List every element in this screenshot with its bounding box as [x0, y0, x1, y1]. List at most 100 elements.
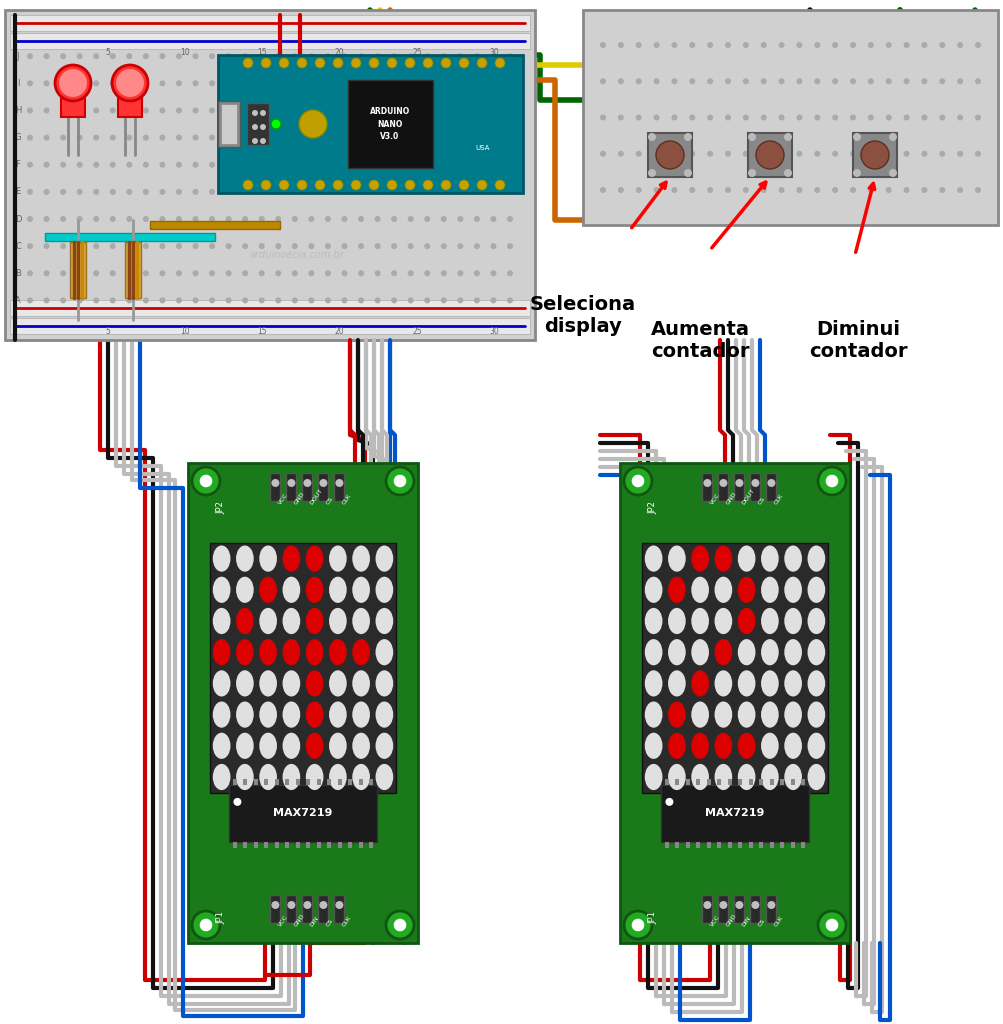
Circle shape	[341, 80, 347, 86]
Circle shape	[374, 53, 380, 59]
Circle shape	[424, 188, 430, 195]
Circle shape	[719, 479, 727, 487]
Bar	[188, 463, 417, 943]
Ellipse shape	[667, 608, 685, 634]
Circle shape	[671, 187, 677, 193]
Bar	[275, 842, 279, 848]
Circle shape	[747, 133, 755, 141]
Circle shape	[193, 134, 199, 140]
Circle shape	[813, 78, 819, 84]
Ellipse shape	[783, 701, 801, 728]
Ellipse shape	[783, 608, 801, 634]
Circle shape	[126, 53, 132, 59]
Bar	[641, 543, 827, 793]
Circle shape	[287, 479, 295, 487]
Circle shape	[116, 69, 143, 97]
Circle shape	[724, 187, 730, 193]
Circle shape	[850, 187, 856, 193]
Circle shape	[200, 919, 212, 931]
Circle shape	[374, 270, 380, 276]
Ellipse shape	[714, 764, 731, 791]
Circle shape	[939, 115, 945, 121]
Ellipse shape	[644, 764, 662, 791]
Circle shape	[43, 108, 49, 114]
Circle shape	[275, 270, 281, 276]
Text: DIN: DIN	[309, 915, 320, 928]
Circle shape	[369, 180, 378, 190]
Circle shape	[489, 53, 495, 59]
Ellipse shape	[760, 764, 778, 791]
Circle shape	[617, 151, 623, 157]
Circle shape	[335, 479, 343, 487]
Bar	[264, 842, 268, 848]
Circle shape	[706, 187, 712, 193]
Ellipse shape	[213, 546, 231, 571]
Circle shape	[473, 108, 479, 114]
Circle shape	[831, 78, 838, 84]
Circle shape	[297, 180, 307, 190]
Circle shape	[393, 919, 406, 931]
Ellipse shape	[644, 701, 662, 728]
Circle shape	[126, 188, 132, 195]
Circle shape	[209, 80, 215, 86]
Ellipse shape	[806, 546, 824, 571]
Bar	[695, 842, 699, 848]
Ellipse shape	[375, 671, 393, 696]
Bar	[716, 842, 720, 848]
Circle shape	[653, 151, 659, 157]
Circle shape	[76, 297, 82, 303]
Ellipse shape	[806, 577, 824, 603]
Circle shape	[391, 216, 397, 222]
Circle shape	[407, 188, 413, 195]
Circle shape	[126, 297, 132, 303]
Circle shape	[600, 42, 606, 48]
Circle shape	[271, 479, 279, 487]
Ellipse shape	[236, 639, 254, 666]
Bar	[779, 842, 783, 848]
Ellipse shape	[213, 639, 231, 666]
Bar	[765, 895, 775, 923]
Circle shape	[424, 297, 430, 303]
Circle shape	[742, 115, 748, 121]
Ellipse shape	[375, 608, 393, 634]
Circle shape	[813, 187, 819, 193]
Circle shape	[275, 80, 281, 86]
Circle shape	[766, 479, 774, 487]
Ellipse shape	[282, 671, 300, 696]
Circle shape	[777, 115, 783, 121]
Circle shape	[112, 65, 147, 101]
Circle shape	[193, 80, 199, 86]
Circle shape	[193, 108, 199, 114]
Ellipse shape	[737, 733, 754, 759]
Circle shape	[374, 297, 380, 303]
Circle shape	[489, 243, 495, 249]
Circle shape	[391, 53, 397, 59]
Circle shape	[885, 115, 891, 121]
Ellipse shape	[644, 546, 662, 571]
Circle shape	[473, 188, 479, 195]
Circle shape	[60, 53, 66, 59]
Circle shape	[27, 53, 33, 59]
Circle shape	[60, 108, 66, 114]
Circle shape	[489, 188, 495, 195]
Circle shape	[385, 467, 413, 495]
Circle shape	[867, 187, 873, 193]
Ellipse shape	[213, 764, 231, 791]
Ellipse shape	[259, 546, 277, 571]
Bar	[302, 895, 312, 923]
Circle shape	[404, 180, 414, 190]
Circle shape	[507, 297, 513, 303]
Circle shape	[209, 297, 215, 303]
Circle shape	[308, 53, 314, 59]
Text: DOUT: DOUT	[740, 488, 755, 506]
Circle shape	[142, 108, 148, 114]
Bar	[229, 784, 376, 842]
Circle shape	[126, 216, 132, 222]
Circle shape	[457, 297, 462, 303]
Circle shape	[631, 475, 644, 487]
Circle shape	[374, 108, 380, 114]
Circle shape	[358, 297, 364, 303]
Circle shape	[292, 108, 298, 114]
Circle shape	[956, 151, 962, 157]
Circle shape	[706, 151, 712, 157]
